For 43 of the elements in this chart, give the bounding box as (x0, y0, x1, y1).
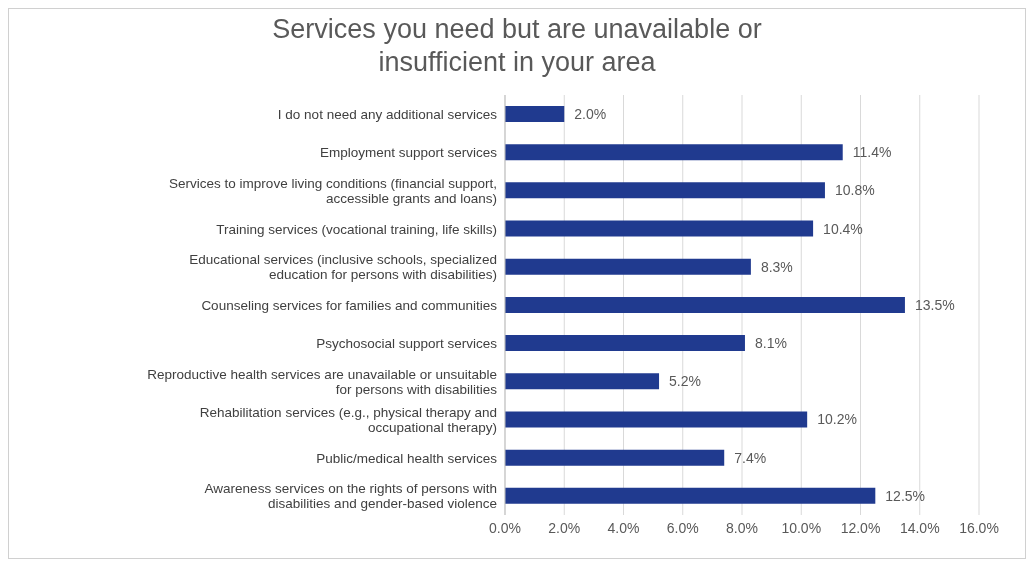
y-tick-label: Training services (vocational training, life skills) (216, 221, 497, 237)
bar (505, 296, 905, 313)
data-label: 8.3% (760, 258, 793, 275)
y-tick-label: Rehabilitation services (e.g., physical therapy and occupational therapy) (199, 404, 497, 435)
data-label: 10.4% (823, 220, 863, 237)
bar (505, 144, 843, 161)
x-tick-label: 16.0% (959, 519, 999, 536)
bar (505, 487, 876, 504)
data-label: 8.1% (754, 335, 787, 352)
x-tick-label: 8.0% (726, 519, 758, 536)
data-label: 5.2% (669, 373, 701, 390)
x-tick-label: 10.0% (781, 519, 822, 536)
data-label: 10.8% (834, 182, 875, 199)
y-tick-label: Counseling services for families and communities (201, 297, 498, 313)
data-label: 7.4% (734, 449, 767, 466)
y-tick-label: Educational services (inclusive schools, specialized education for persons with disabilities) (189, 251, 497, 282)
y-tick-label: Employment support services (319, 144, 498, 160)
data-label: 11.4% (852, 144, 892, 161)
y-tick-label: Reproductive health services are unavailable or unsuitable for persons with disabilities (147, 366, 498, 397)
data-label: 10.2% (817, 411, 857, 428)
data-label: 13.5% (914, 296, 955, 313)
bar (505, 182, 825, 199)
y-tick-label: I do not need any additional services (277, 106, 498, 122)
chart-title: Services you need but are unavailable or insufficient in your area (271, 13, 763, 79)
y-tick-label: Psychosocial support services (316, 335, 498, 351)
bar (505, 258, 751, 275)
bar (505, 220, 814, 237)
bar (505, 411, 808, 428)
x-tick-label: 0.0% (489, 519, 521, 536)
x-tick-label: 12.0% (840, 519, 881, 536)
x-tick-label: 4.0% (607, 519, 640, 536)
x-tick-label: 2.0% (548, 519, 581, 536)
y-tick-label: Awareness services on the rights of persons with disabilities and gender-based violence (204, 480, 497, 511)
data-label: 2.0% (574, 105, 607, 122)
bar (505, 373, 660, 390)
bar (505, 335, 745, 352)
data-label: 12.5% (885, 487, 926, 504)
x-tick-label: 6.0% (666, 519, 699, 536)
bar (505, 449, 725, 466)
y-tick-label: Services to improve living conditions (financial support, accessible grants and loans) (169, 175, 497, 206)
bar (505, 106, 565, 122)
y-tick-label: Public/medical health services (316, 450, 498, 466)
x-tick-label: 14.0% (899, 519, 940, 536)
